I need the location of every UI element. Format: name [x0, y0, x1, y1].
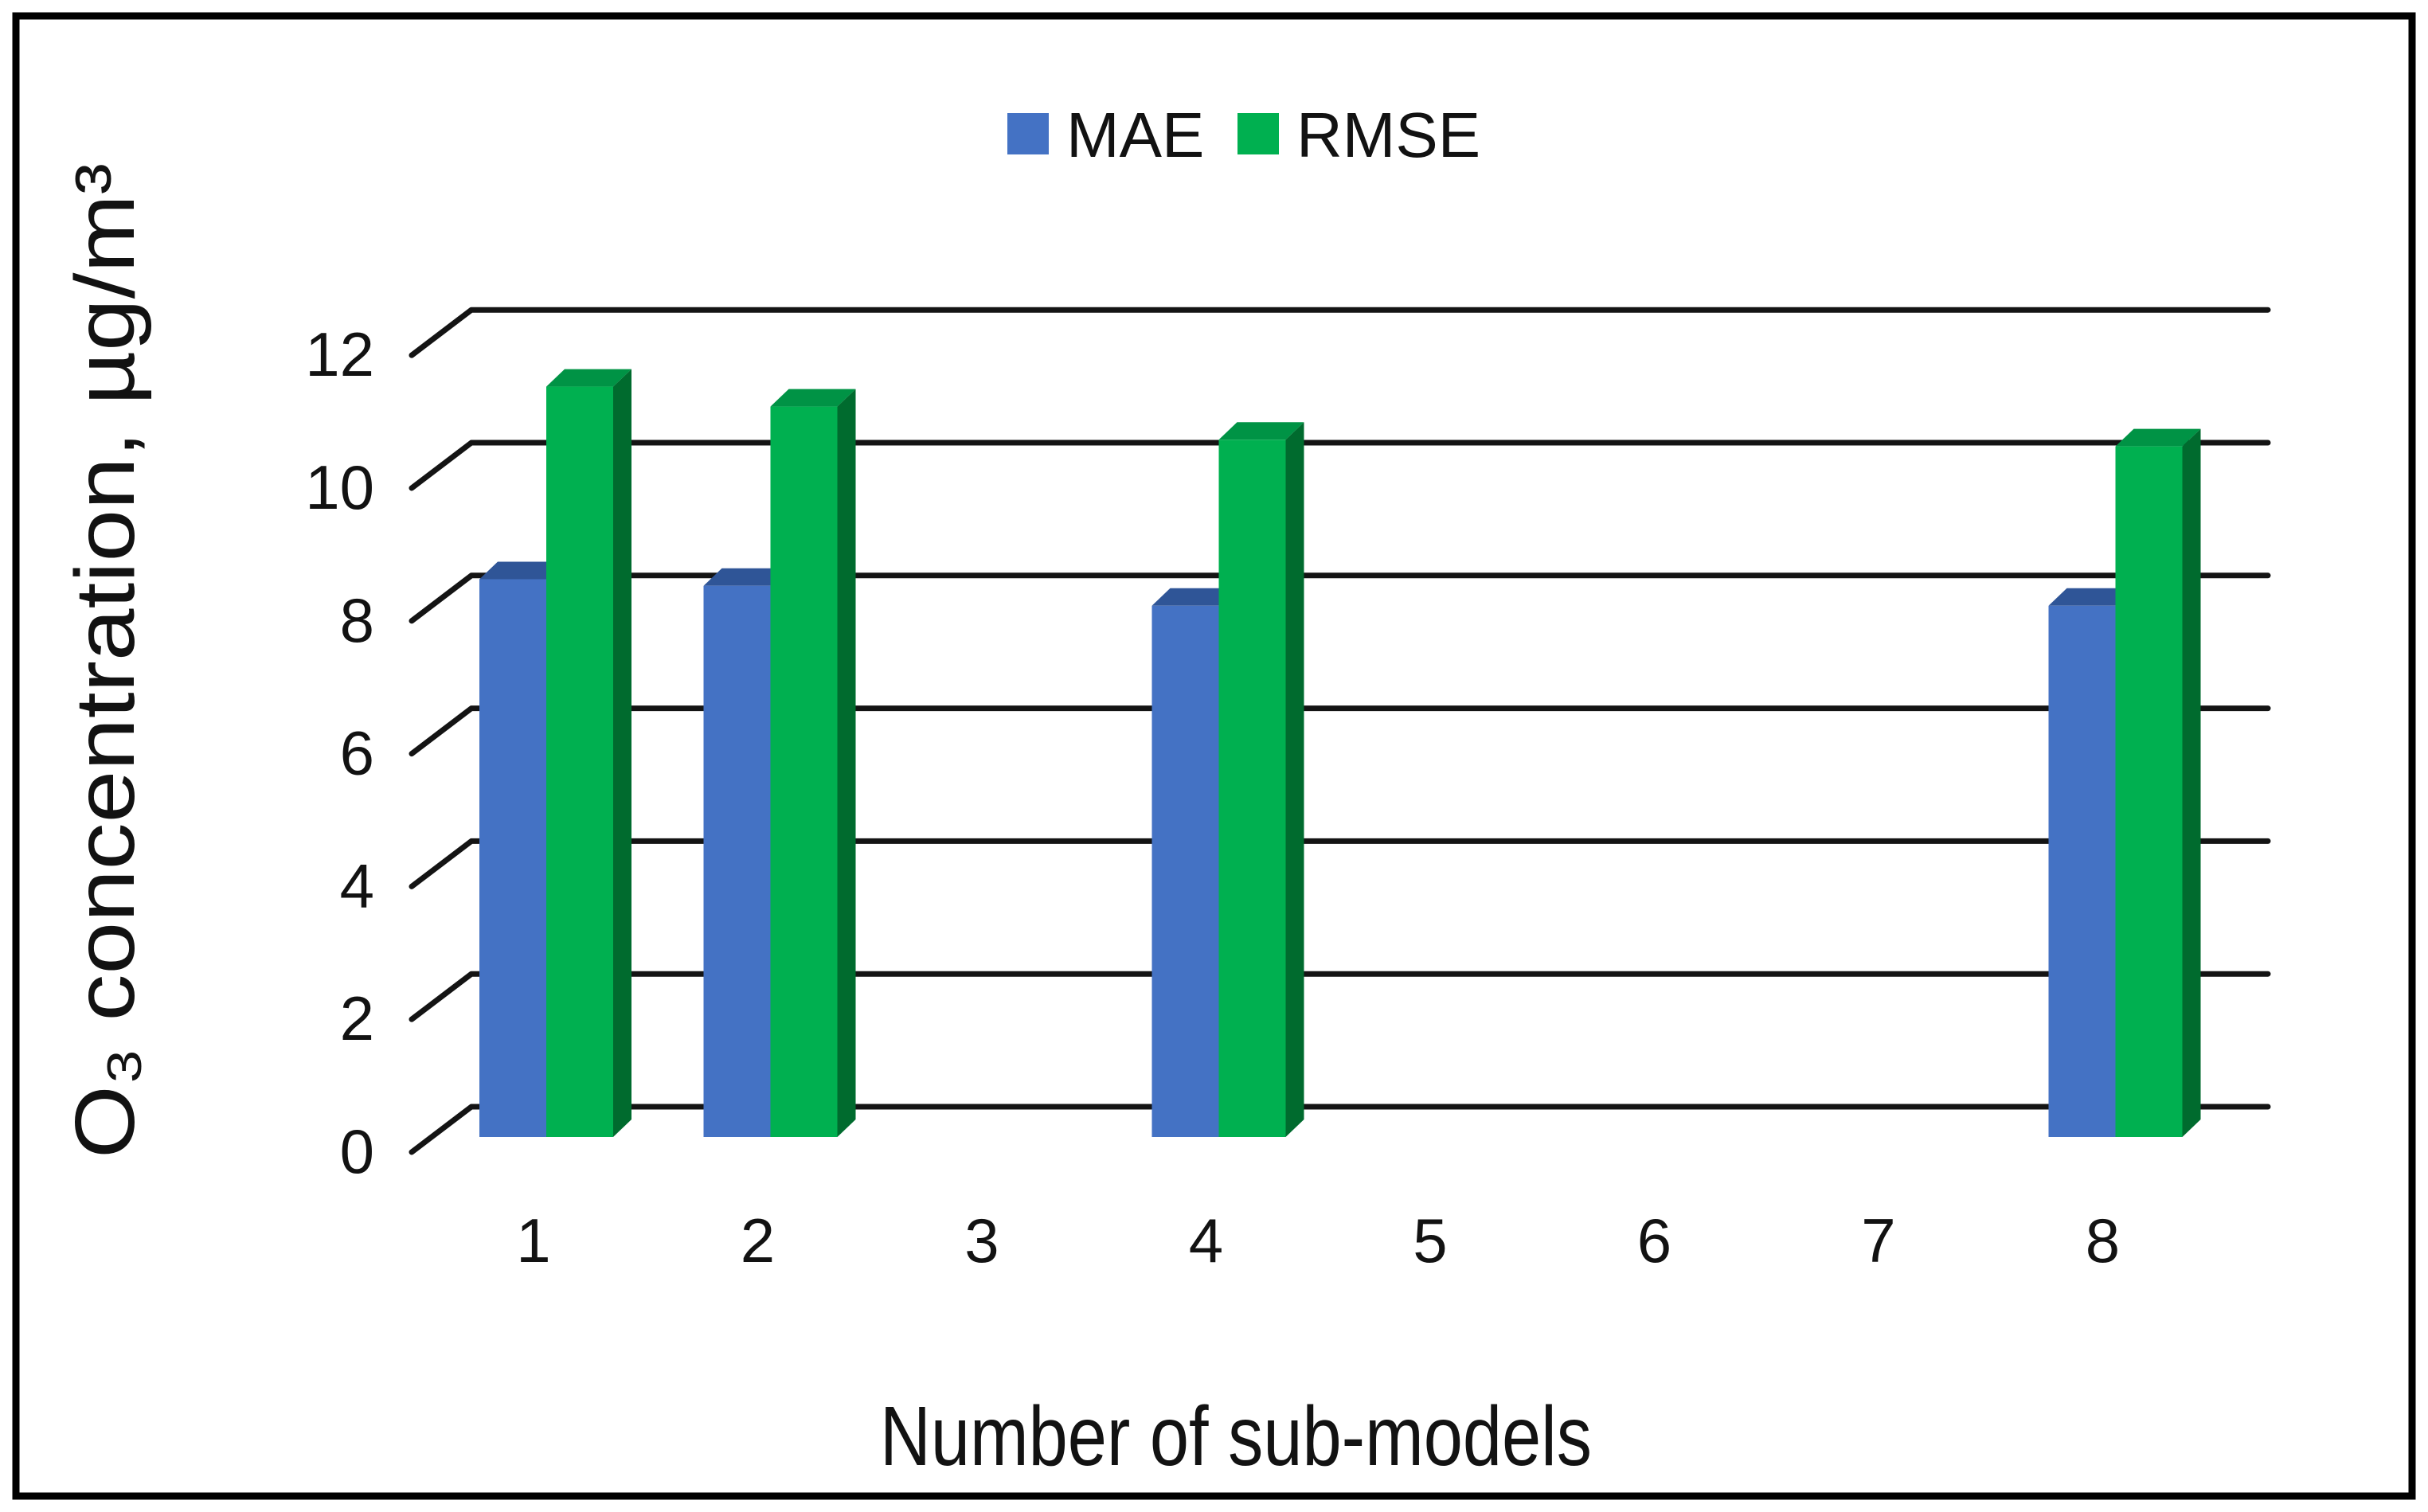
- bar-rmse-1: [546, 386, 613, 1138]
- x-axis-title: Number of sub-models: [880, 1389, 1592, 1483]
- bar-mae-2: [703, 585, 771, 1137]
- x-tick-label-5: 5: [1413, 1205, 1447, 1276]
- x-tick-label-6: 6: [1637, 1205, 1671, 1276]
- y-tick-label-10: 10: [305, 452, 374, 522]
- bar-mae-1: [479, 579, 546, 1137]
- y-tick-label-0: 0: [340, 1116, 374, 1186]
- bar-mae-4-top: [1151, 588, 1237, 606]
- bar-rmse-4: [1218, 440, 1286, 1137]
- x-tick-label-4: 4: [1189, 1205, 1223, 1276]
- bar-rmse-8: [2115, 446, 2183, 1137]
- bar-rmse-4-side: [1285, 422, 1304, 1137]
- bar-rmse-1-top: [546, 369, 631, 387]
- x-tick-label-2: 2: [741, 1205, 775, 1276]
- bar-rmse-2-top: [770, 389, 856, 407]
- gridline-12: [409, 307, 2271, 358]
- y-axis-tick-labels: 0 2 4 6 8 10 12: [305, 319, 374, 1186]
- legend-label-mae: MAE: [1066, 100, 1204, 170]
- bar-mae-1-top: [479, 561, 565, 580]
- legend-item-mae: MAE: [1007, 100, 1204, 170]
- bar-rmse-1-side: [613, 369, 631, 1138]
- y-axis-title: O₃ concentration, µg/m³: [58, 163, 152, 1158]
- y-tick-label-2: 2: [340, 983, 374, 1053]
- x-axis-tick-labels: 1 2 3 4 5 6 7 8: [516, 1205, 2120, 1276]
- bar-mae-4: [1151, 605, 1219, 1137]
- bar-rmse-8-top: [2115, 428, 2201, 447]
- legend-label-rmse: RMSE: [1296, 100, 1480, 170]
- bar-series: [479, 369, 2201, 1138]
- bar-mae-8: [2048, 605, 2116, 1137]
- bar-rmse-2-side: [837, 389, 856, 1138]
- gridline-10: [409, 440, 2271, 491]
- x-tick-label-1: 1: [516, 1205, 550, 1276]
- x-tick-label-7: 7: [1861, 1205, 1895, 1276]
- gridline-6: [409, 705, 2271, 757]
- x-tick-label-3: 3: [964, 1205, 999, 1276]
- gridline-0: [409, 1104, 2271, 1155]
- bar-rmse-4-top: [1218, 422, 1304, 440]
- bar-mae-8-top: [2048, 588, 2134, 606]
- bar-mae-2-top: [703, 568, 789, 586]
- x-tick-label-8: 8: [2086, 1205, 2120, 1276]
- gridline-8: [409, 572, 2271, 624]
- y-tick-label-8: 8: [340, 585, 374, 655]
- gridline-4: [409, 838, 2271, 889]
- legend-item-rmse: RMSE: [1237, 100, 1480, 170]
- y-tick-label-4: 4: [340, 850, 374, 920]
- bar-rmse-8-side: [2182, 428, 2201, 1137]
- figure-border: [12, 12, 2416, 1500]
- y-tick-label-12: 12: [305, 319, 374, 389]
- legend: MAE RMSE: [1007, 100, 1480, 170]
- bar-rmse-2: [770, 406, 838, 1138]
- gridlines: [409, 307, 2271, 1155]
- legend-swatch-rmse: [1237, 113, 1279, 154]
- legend-swatch-mae: [1007, 113, 1049, 154]
- gridline-2: [409, 971, 2271, 1022]
- y-tick-label-6: 6: [340, 718, 374, 788]
